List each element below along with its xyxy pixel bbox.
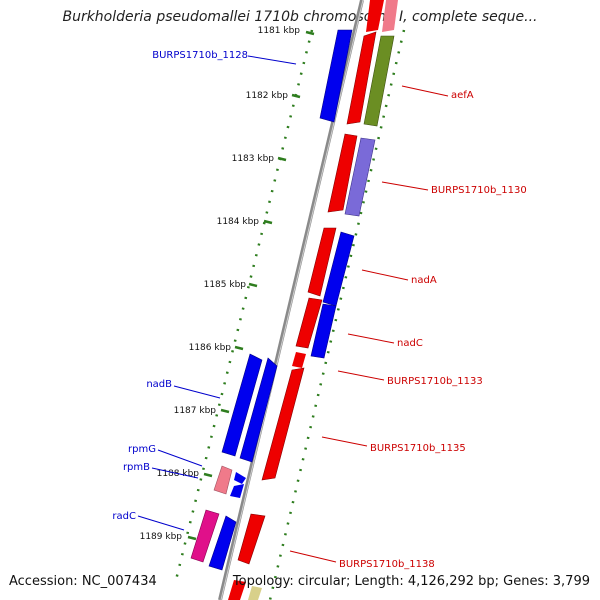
leader-line: [347, 333, 395, 344]
gene-bottom-khaki[interactable]: [248, 586, 262, 600]
gene-BURPS1710b_1130[interactable]: [344, 137, 376, 217]
label-rpmB[interactable]: rpmB: [123, 462, 150, 473]
leader-line: [361, 269, 409, 281]
map-title: Burkholderia pseudomallei 1710b chromoso…: [62, 9, 538, 25]
tick-label: 1184 kbp: [217, 217, 260, 227]
gene-rpmB-b[interactable]: [230, 484, 244, 498]
label-nadC[interactable]: nadC: [397, 338, 423, 349]
gene-nadB-a[interactable]: [221, 353, 263, 457]
gene-radC-magenta[interactable]: [190, 509, 220, 563]
gene-top-red[interactable]: [366, 0, 384, 32]
gene-BURPS1710b_1133[interactable]: [292, 352, 306, 368]
tick-label: 1186 kbp: [189, 343, 232, 353]
forward-labels: BURPS1710b_1128 nadB rpmG rpmB radC: [112, 50, 297, 531]
accession-text: Accession: NC_007434: [9, 574, 157, 589]
leader-line: [321, 436, 368, 447]
label-BURPS1710b_1135[interactable]: BURPS1710b_1135: [370, 443, 466, 454]
reverse-genes: [228, 0, 398, 600]
leader-line: [173, 385, 221, 399]
gene-nadC[interactable]: [310, 303, 337, 359]
forward-genes: [190, 29, 353, 571]
leader-line: [137, 515, 185, 531]
tick-mark: [277, 156, 287, 162]
gene-BURPS1710b_1138[interactable]: [237, 513, 266, 565]
summary-text: Topology: circular; Length: 4,126,292 bp…: [232, 574, 590, 589]
gene-nadB-b[interactable]: [239, 357, 278, 463]
tick-label: 1185 kbp: [204, 280, 247, 290]
tick-mark: [220, 408, 230, 414]
leader-line: [401, 85, 449, 97]
gene-BURPS1710b_1135[interactable]: [261, 367, 305, 481]
gene-rpmG: [213, 465, 233, 495]
tick-label: 1183 kbp: [232, 154, 275, 164]
leader-line: [381, 181, 429, 191]
tick-label: 1181 kbp: [258, 26, 301, 36]
reverse-labels: aefA BURPS1710b_1130 nadA nadC BURPS1710…: [289, 85, 527, 570]
tick-mark: [203, 472, 213, 478]
chromosome-backbone: [218, 0, 364, 600]
label-rpmG[interactable]: rpmG: [128, 444, 156, 455]
label-BURPS1710b_1133[interactable]: BURPS1710b_1133: [387, 376, 483, 387]
tick-label: 1187 kbp: [174, 406, 217, 416]
label-BURPS1710b_1130[interactable]: BURPS1710b_1130: [431, 185, 527, 196]
leader-line: [289, 550, 337, 563]
gene-top-pink[interactable]: [382, 0, 398, 32]
gene-aefA[interactable]: [363, 35, 395, 127]
tick-label: 1182 kbp: [246, 91, 289, 101]
kbp-ticks: 1181 kbp 1182 kbp 1183 kbp 1184 kbp 1185…: [140, 26, 315, 542]
tick-mark: [187, 535, 197, 541]
gene-bottom-red[interactable]: [228, 580, 246, 600]
gene-nadA-red[interactable]: [307, 227, 337, 297]
leader-line: [337, 370, 385, 381]
label-BURPS1710b_1138[interactable]: BURPS1710b_1138: [339, 559, 435, 570]
tick-mark: [263, 219, 273, 225]
gene-radC[interactable]: [208, 515, 237, 571]
gene-red-1130[interactable]: [327, 133, 358, 213]
tick-mark: [291, 93, 301, 99]
label-nadB[interactable]: nadB: [146, 379, 172, 390]
chromosome-backbone-highlight: [220, 0, 364, 600]
leader-line: [157, 449, 203, 467]
tick-mark: [248, 282, 258, 288]
tick-mark: [305, 30, 315, 36]
gene-red-1129[interactable]: [346, 31, 377, 125]
label-aefA[interactable]: aefA: [451, 90, 474, 101]
label-BURPS1710b_1128[interactable]: BURPS1710b_1128: [152, 50, 248, 61]
gene-rpmB-a[interactable]: [234, 472, 246, 484]
tick-label: 1189 kbp: [140, 532, 183, 542]
label-radC[interactable]: radC: [112, 511, 136, 522]
gene-nadC-red[interactable]: [295, 297, 323, 349]
tick-mark: [234, 345, 244, 351]
label-nadA[interactable]: nadA: [411, 275, 437, 286]
leader-line: [151, 467, 199, 479]
gene-BURPS1710b_1128[interactable]: [319, 29, 353, 123]
leader-line: [247, 55, 297, 65]
